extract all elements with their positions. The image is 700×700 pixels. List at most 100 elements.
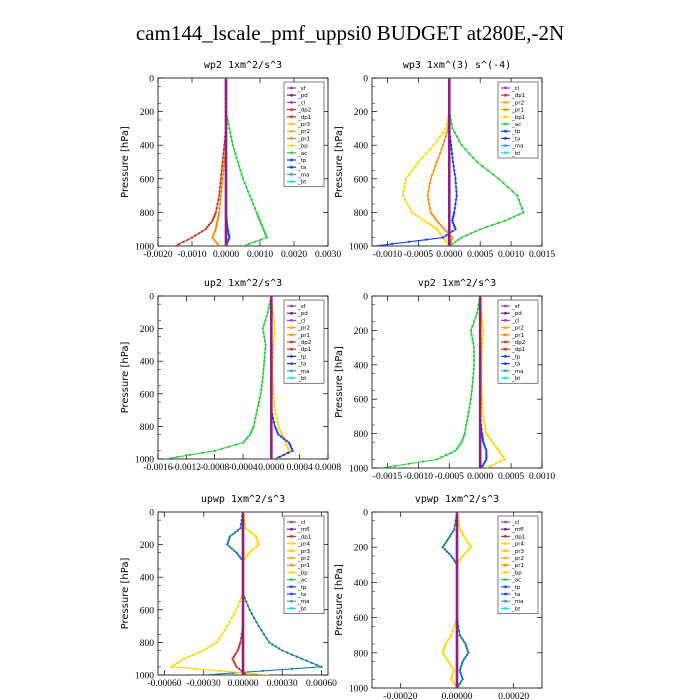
panel-title: wp2 1xm^2/s^3 xyxy=(204,60,282,71)
data-point xyxy=(241,604,245,607)
y-tick-label: 0 xyxy=(149,75,154,85)
y-tick-label: 0 xyxy=(363,293,368,303)
data-point xyxy=(478,359,482,362)
data-point xyxy=(455,135,459,138)
data-point xyxy=(448,93,451,97)
data-point xyxy=(478,337,482,341)
data-point xyxy=(224,139,228,143)
legend-label: _dp1 xyxy=(297,115,311,121)
data-point xyxy=(463,432,466,435)
legend-label: _sf xyxy=(297,86,307,92)
data-point xyxy=(417,160,420,164)
data-point xyxy=(458,528,462,531)
y-tick-label: 800 xyxy=(140,209,155,219)
data-point xyxy=(270,408,273,412)
data-point xyxy=(262,228,265,231)
data-point xyxy=(261,380,264,383)
data-point xyxy=(237,165,241,168)
data-point xyxy=(450,554,453,558)
data-point xyxy=(188,453,192,457)
data-point xyxy=(455,532,459,536)
data-point xyxy=(494,462,497,465)
data-point xyxy=(427,202,431,206)
data-point xyxy=(516,194,519,197)
y-tick-label: 1000 xyxy=(135,672,154,682)
legend-label: _pr2 xyxy=(511,556,524,562)
data-point xyxy=(224,165,228,168)
x-tick-label: -0.00060 xyxy=(148,679,182,689)
data-point xyxy=(445,230,448,233)
data-point xyxy=(248,608,251,611)
data-point xyxy=(455,664,459,668)
data-point xyxy=(460,530,463,533)
legend-marker xyxy=(504,549,507,553)
data-point xyxy=(224,118,228,122)
legend-label: _dp2 xyxy=(511,340,525,346)
legend-marker xyxy=(290,86,293,90)
data-point xyxy=(241,537,245,540)
data-point xyxy=(483,423,487,427)
data-point xyxy=(466,649,469,652)
data-point xyxy=(270,417,273,420)
legend-marker xyxy=(504,129,507,133)
legend-marker xyxy=(290,173,293,176)
data-point xyxy=(448,139,451,143)
data-point xyxy=(270,388,273,391)
data-point xyxy=(481,434,484,437)
data-point xyxy=(256,539,259,542)
data-point xyxy=(448,152,451,155)
data-point xyxy=(410,211,414,214)
data-point xyxy=(455,653,459,657)
x-tick-label: -0.0008 xyxy=(200,463,230,473)
data-point xyxy=(488,436,491,440)
data-point xyxy=(465,653,469,657)
data-point xyxy=(275,417,278,420)
data-point xyxy=(204,228,207,231)
data-point xyxy=(484,447,487,450)
data-point xyxy=(282,437,285,440)
data-point xyxy=(481,464,484,468)
data-point xyxy=(443,548,447,551)
data-point xyxy=(286,447,290,451)
data-point xyxy=(455,563,459,566)
y-tick-label: 400 xyxy=(354,579,369,589)
data-point xyxy=(455,607,459,610)
data-point xyxy=(478,324,482,328)
data-point xyxy=(270,364,273,367)
data-point xyxy=(235,608,238,611)
legend-marker xyxy=(504,542,507,545)
data-point xyxy=(212,232,216,235)
data-point xyxy=(215,223,218,227)
data-point xyxy=(448,198,451,201)
data-point xyxy=(461,638,464,641)
data-point xyxy=(220,173,223,176)
data-point xyxy=(241,441,245,444)
data-point xyxy=(482,415,485,418)
data-point xyxy=(224,173,228,176)
data-point xyxy=(451,127,454,130)
data-point xyxy=(448,223,451,227)
data-point xyxy=(424,238,428,241)
data-point xyxy=(223,628,226,632)
data-point xyxy=(262,633,266,636)
data-point xyxy=(465,234,468,237)
data-point xyxy=(508,217,511,220)
data-point xyxy=(270,339,273,343)
data-point xyxy=(432,215,436,218)
data-point xyxy=(478,350,482,354)
legend-label: _ta xyxy=(511,362,520,368)
data-point xyxy=(443,647,446,650)
data-point xyxy=(459,667,462,670)
data-point xyxy=(265,236,268,239)
data-point xyxy=(472,355,476,358)
data-point xyxy=(448,190,451,193)
data-point xyxy=(209,221,212,225)
data-point xyxy=(517,213,521,216)
legend-marker xyxy=(290,520,293,524)
data-point xyxy=(273,404,276,408)
data-point xyxy=(455,194,458,197)
legend-label: _tp xyxy=(297,585,307,591)
data-point xyxy=(216,217,220,220)
data-point xyxy=(478,329,482,332)
data-point xyxy=(452,671,455,674)
